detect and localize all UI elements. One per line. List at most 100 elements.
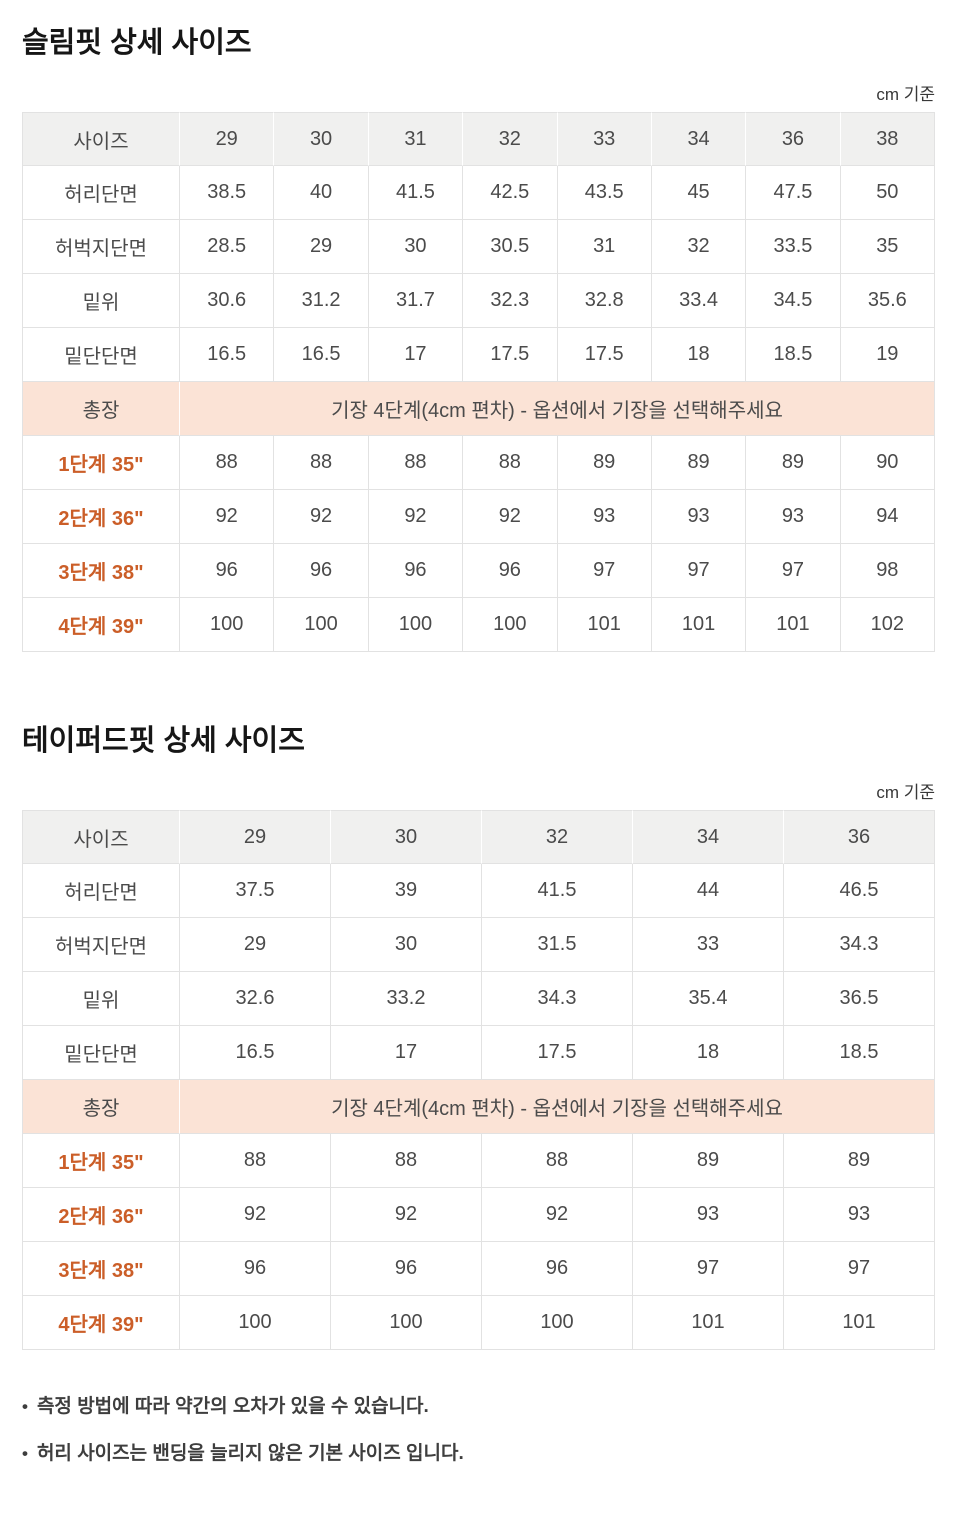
measure-value-cell: 17 bbox=[331, 1026, 482, 1080]
measure-label-cell: 밑단단면 bbox=[22, 1026, 180, 1080]
length-value-cell: 97 bbox=[746, 544, 841, 598]
size-column-header-cell: 30 bbox=[331, 810, 482, 864]
length-value-cell: 96 bbox=[463, 544, 558, 598]
size-column-header-cell: 38 bbox=[840, 112, 935, 166]
measure-value-cell: 28.5 bbox=[180, 220, 275, 274]
measure-row: 밑위 32.6 33.2 34.3 35.4 36.5 bbox=[22, 972, 935, 1026]
length-value-cell: 97 bbox=[557, 544, 652, 598]
table-header-row: 사이즈 29 30 32 34 36 bbox=[22, 810, 935, 864]
measure-value-cell: 35 bbox=[840, 220, 935, 274]
length-value-cell: 100 bbox=[180, 1296, 331, 1350]
total-length-row: 총장 기장 4단계(4cm 편차) - 옵션에서 기장을 선택해주세요 bbox=[22, 382, 935, 436]
length-option-note-cell: 기장 4단계(4cm 편차) - 옵션에서 기장을 선택해주세요 bbox=[180, 1080, 935, 1134]
measure-row: 허리단면 38.5 40 41.5 42.5 43.5 45 47.5 50 bbox=[22, 166, 935, 220]
length-value-cell: 93 bbox=[651, 490, 747, 544]
measure-value-cell: 42.5 bbox=[463, 166, 558, 220]
measure-value-cell: 16.5 bbox=[274, 328, 369, 382]
measure-value-cell: 16.5 bbox=[180, 1026, 331, 1080]
length-stage-row: 3단계 38" 96 96 96 97 97 bbox=[22, 1242, 935, 1296]
length-value-cell: 93 bbox=[746, 490, 841, 544]
measure-value-cell: 38.5 bbox=[180, 166, 275, 220]
length-value-cell: 92 bbox=[274, 490, 369, 544]
measure-value-cell: 19 bbox=[840, 328, 935, 382]
measure-value-cell: 31 bbox=[557, 220, 652, 274]
measure-value-cell: 17.5 bbox=[482, 1026, 633, 1080]
measure-value-cell: 30.6 bbox=[180, 274, 275, 328]
length-value-cell: 88 bbox=[331, 1134, 482, 1188]
length-value-cell: 93 bbox=[784, 1188, 935, 1242]
measure-value-cell: 50 bbox=[840, 166, 935, 220]
size-column-header-cell: 34 bbox=[633, 810, 784, 864]
length-value-cell: 97 bbox=[633, 1242, 784, 1296]
length-value-cell: 96 bbox=[180, 544, 275, 598]
length-value-cell: 101 bbox=[746, 598, 841, 652]
measure-value-cell: 30.5 bbox=[463, 220, 558, 274]
length-stage-label-cell: 2단계 36" bbox=[22, 490, 180, 544]
measure-value-cell: 33.4 bbox=[651, 274, 747, 328]
length-value-cell: 96 bbox=[274, 544, 369, 598]
length-value-cell: 96 bbox=[180, 1242, 331, 1296]
length-value-cell: 88 bbox=[274, 436, 369, 490]
length-stage-label-cell: 1단계 35" bbox=[22, 436, 180, 490]
length-value-cell: 96 bbox=[331, 1242, 482, 1296]
measure-value-cell: 35.6 bbox=[840, 274, 935, 328]
size-column-header-cell: 34 bbox=[651, 112, 747, 166]
size-column-header-cell: 36 bbox=[746, 112, 841, 166]
measure-value-cell: 47.5 bbox=[746, 166, 841, 220]
length-value-cell: 92 bbox=[331, 1188, 482, 1242]
measure-value-cell: 33 bbox=[633, 918, 784, 972]
slimfit-title: 슬림핏 상세 사이즈 bbox=[22, 27, 252, 59]
total-length-label-cell: 총장 bbox=[22, 382, 180, 436]
taperedfit-size-table: 사이즈 29 30 32 34 36 허리단면 37.5 39 41.5 44 46.5 허벅지단면 29… bbox=[22, 810, 935, 1350]
length-stage-label-cell: 2단계 36" bbox=[22, 1188, 180, 1242]
total-length-label-cell: 총장 bbox=[22, 1080, 180, 1134]
size-column-header-cell: 32 bbox=[482, 810, 633, 864]
unit-note-slimfit: cm 기준 bbox=[876, 85, 935, 104]
measure-value-cell: 37.5 bbox=[180, 864, 331, 918]
measure-value-cell: 33.5 bbox=[746, 220, 841, 274]
size-column-header-cell: 33 bbox=[557, 112, 652, 166]
measure-value-cell: 17.5 bbox=[557, 328, 652, 382]
length-stage-label-cell: 1단계 35" bbox=[22, 1134, 180, 1188]
length-stage-row: 1단계 35" 88 88 88 89 89 bbox=[22, 1134, 935, 1188]
size-column-header-cell: 32 bbox=[463, 112, 558, 166]
measure-value-cell: 31.2 bbox=[274, 274, 369, 328]
length-value-cell: 89 bbox=[784, 1134, 935, 1188]
measure-row: 밑단단면 16.5 16.5 17 17.5 17.5 18 18.5 19 bbox=[22, 328, 935, 382]
length-value-cell: 101 bbox=[633, 1296, 784, 1350]
unit-note-taperedfit: cm 기준 bbox=[876, 783, 935, 802]
length-value-cell: 102 bbox=[840, 598, 935, 652]
length-option-note-cell: 기장 4단계(4cm 편차) - 옵션에서 기장을 선택해주세요 bbox=[180, 382, 935, 436]
measure-value-cell: 40 bbox=[274, 166, 369, 220]
measure-label-cell: 허벅지단면 bbox=[22, 220, 180, 274]
length-value-cell: 101 bbox=[784, 1296, 935, 1350]
measure-value-cell: 29 bbox=[180, 918, 331, 972]
length-value-cell: 100 bbox=[482, 1296, 633, 1350]
length-value-cell: 88 bbox=[368, 436, 464, 490]
measure-label-cell: 허리단면 bbox=[22, 864, 180, 918]
measure-value-cell: 18 bbox=[651, 328, 747, 382]
measure-value-cell: 34.3 bbox=[482, 972, 633, 1026]
footnote-waist-sizing: • 허리 사이즈는 밴딩을 늘리지 않은 기본 사이즈 입니다. bbox=[22, 1442, 935, 1465]
measure-value-cell: 31.5 bbox=[482, 918, 633, 972]
measure-value-cell: 18 bbox=[633, 1026, 784, 1080]
bullet-icon: • bbox=[22, 1444, 28, 1463]
measure-value-cell: 45 bbox=[651, 166, 747, 220]
length-value-cell: 93 bbox=[633, 1188, 784, 1242]
measure-label-cell: 허벅지단면 bbox=[22, 918, 180, 972]
footnote-text: 허리 사이즈는 밴딩을 늘리지 않은 기본 사이즈 입니다. bbox=[36, 1443, 464, 1464]
measure-value-cell: 34.3 bbox=[784, 918, 935, 972]
length-stage-row: 2단계 36" 92 92 92 93 93 bbox=[22, 1188, 935, 1242]
size-column-header-cell: 29 bbox=[180, 112, 275, 166]
measure-value-cell: 36.5 bbox=[784, 972, 935, 1026]
size-column-header-cell: 31 bbox=[368, 112, 464, 166]
length-value-cell: 96 bbox=[368, 544, 464, 598]
measure-row: 허벅지단면 28.5 29 30 30.5 31 32 33.5 35 bbox=[22, 220, 935, 274]
measure-value-cell: 35.4 bbox=[633, 972, 784, 1026]
taperedfit-title: 테이퍼드핏 상세 사이즈 bbox=[22, 725, 305, 757]
length-value-cell: 92 bbox=[482, 1188, 633, 1242]
measure-value-cell: 32 bbox=[651, 220, 747, 274]
bullet-icon: • bbox=[22, 1397, 28, 1416]
footnotes: • 측정 방법에 따라 약간의 오차가 있을 수 있습니다. • 허리 사이즈는 밴… bbox=[22, 1395, 935, 1465]
